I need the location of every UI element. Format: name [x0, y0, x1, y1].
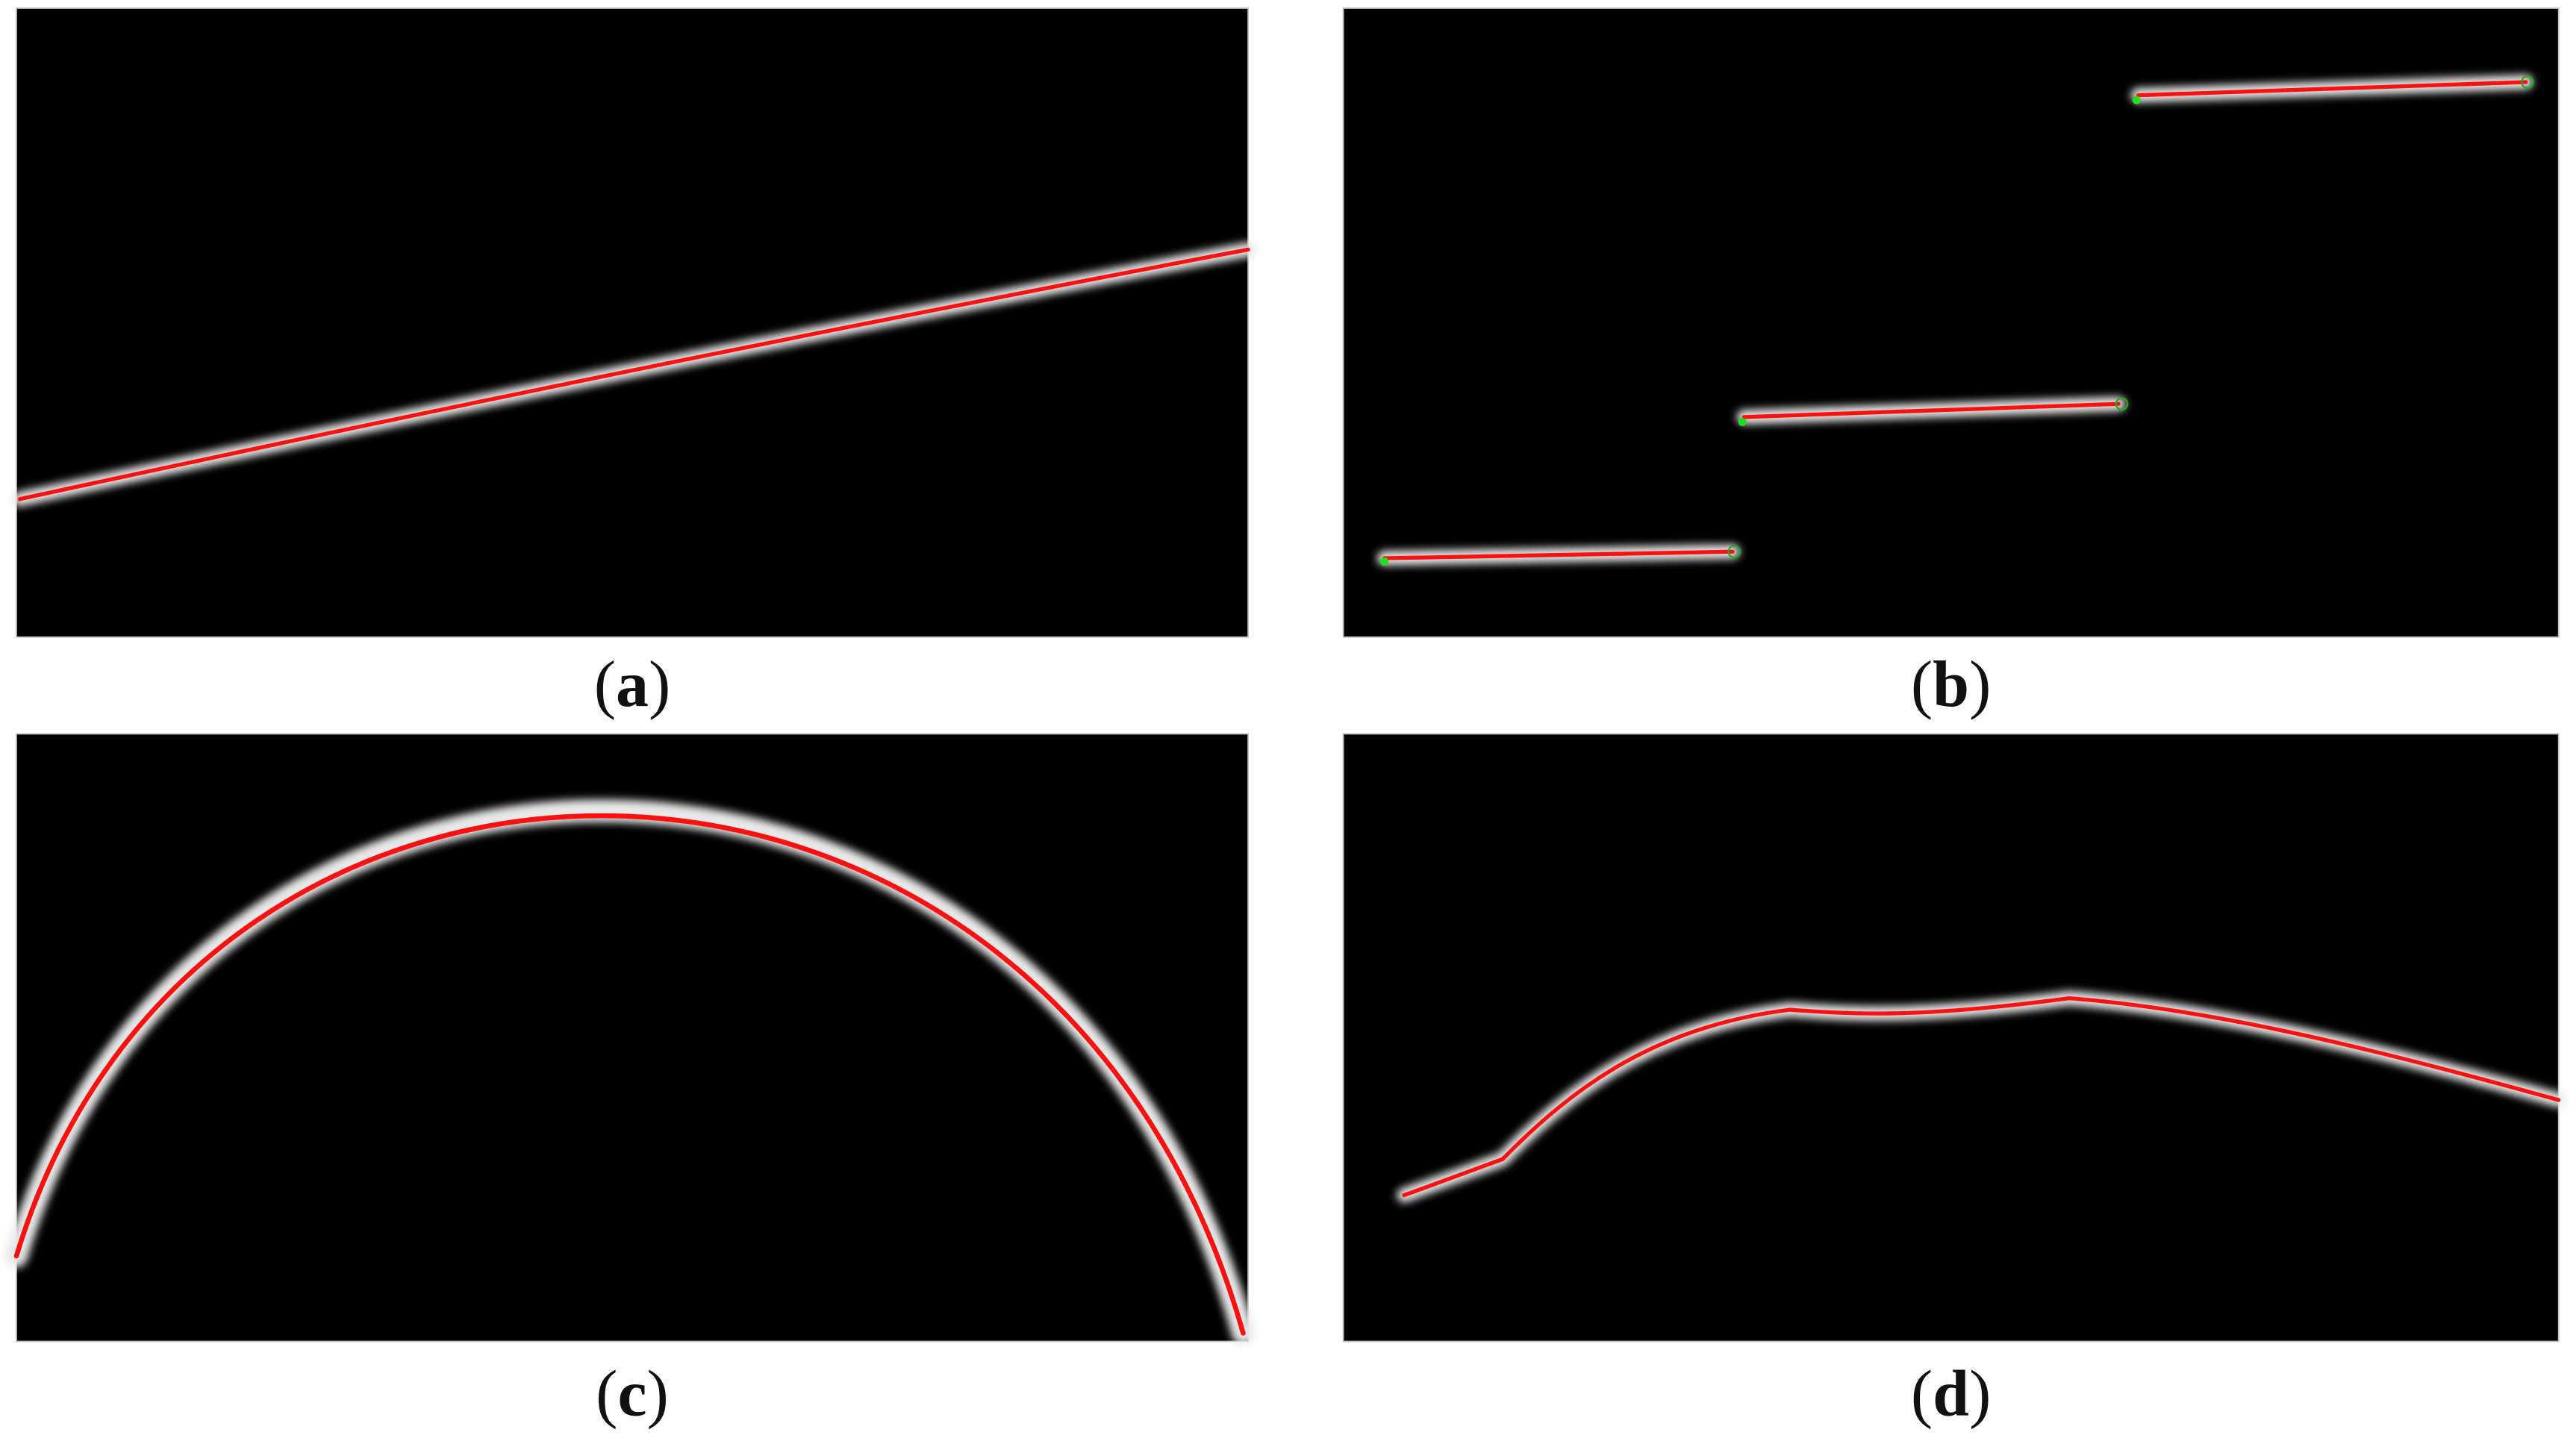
- detected-centerline: [13, 813, 1246, 1336]
- caption-part: a: [616, 648, 649, 721]
- caption-part: ): [649, 648, 670, 721]
- panel-a: [12, 7, 1256, 638]
- caption-part: c: [617, 1358, 646, 1431]
- panel-d: [1342, 733, 2566, 1343]
- detected-centerline: [1382, 80, 2528, 560]
- detected-centerline: [1402, 996, 2561, 1198]
- panel-image: [1342, 7, 2560, 638]
- panel-image: [16, 733, 1249, 1343]
- caption: (b): [1911, 648, 1992, 721]
- caption-part: (: [594, 648, 616, 721]
- panel-image: [1342, 733, 2560, 1343]
- caption-part: ): [647, 1358, 669, 1431]
- detected-centerline: [17, 247, 1250, 501]
- panel-c: [4, 733, 1255, 1345]
- caption: (a): [594, 648, 671, 721]
- caption-part: (: [1911, 1358, 1933, 1431]
- panel-image: [16, 7, 1249, 638]
- caption-part: (: [1911, 648, 1933, 721]
- caption-part: ): [1969, 1358, 1991, 1431]
- caption: (c): [596, 1358, 669, 1431]
- end-markers: [1727, 75, 2534, 559]
- panel-b: [1342, 7, 2560, 638]
- caption-part: ): [1969, 648, 1991, 721]
- start-markers: [1380, 96, 2141, 566]
- caption: (d): [1911, 1358, 1992, 1431]
- caption-part: d: [1933, 1358, 1969, 1431]
- caption-part: b: [1933, 648, 1969, 721]
- caption-part: (: [596, 1358, 617, 1431]
